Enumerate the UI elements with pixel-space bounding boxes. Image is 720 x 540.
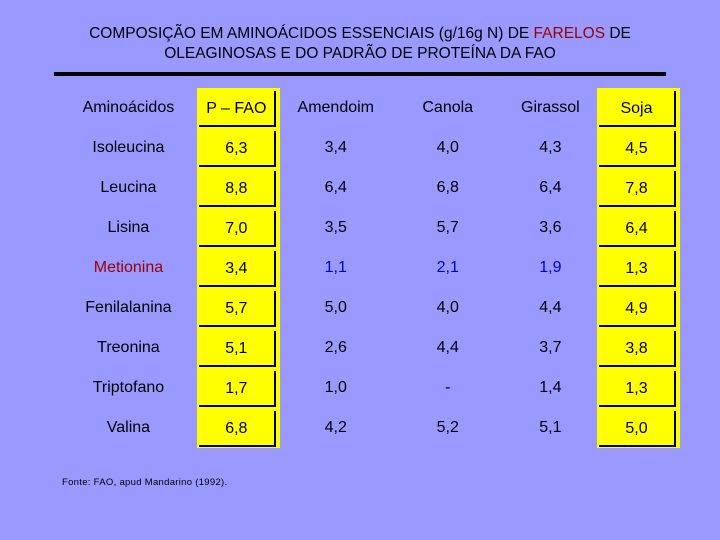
cell-value: 6,8: [198, 411, 276, 447]
row-label: Isoleucina: [92, 139, 165, 156]
title-line-1-start: COMPOSIÇÃO EM AMINOÁCIDOS ESSENCIAIS (g/…: [89, 25, 534, 42]
row-label: Fenilalanina: [85, 299, 172, 316]
cell-value: 5,0: [324, 299, 347, 316]
title-line-1: COMPOSIÇÃO EM AMINOÁCIDOS ESSENCIAIS (g/…: [0, 24, 720, 44]
cell-value: 6,8: [436, 179, 459, 196]
cell-value: 1,3: [599, 251, 676, 287]
cell-value: 6,4: [599, 211, 676, 247]
title-divider: [54, 72, 666, 76]
cell-value: 4,3: [539, 139, 562, 156]
cell-value: 3,4: [324, 139, 347, 156]
cell-value: 1,3: [599, 371, 676, 407]
row-label: Treonina: [97, 339, 160, 356]
cell-value: 3,6: [539, 219, 562, 236]
cell-value: 4,9: [599, 291, 676, 327]
cell-soja: 4,9: [597, 288, 680, 328]
cell-soja: 1,3: [597, 368, 680, 408]
cell-p-fao: 3,4: [196, 248, 280, 288]
cell-soja: 3,8: [597, 328, 680, 368]
cell-p-fao: 7,0: [196, 208, 280, 248]
cell-value: 5,7: [198, 291, 276, 327]
table-row: Lisina 7,0 3,5 5,7 3,6 6,4: [60, 208, 680, 248]
cell-value: 1,9: [539, 259, 562, 276]
header-aminoacidos: Aminoácidos: [82, 99, 175, 116]
cell-p-fao: 1,7: [196, 368, 280, 408]
cell-value: 4,0: [436, 299, 459, 316]
cell-soja: 6,4: [597, 208, 680, 248]
table-row: Isoleucina 6,3 3,4 4,0 4,3 4,5: [60, 128, 680, 168]
cell-p-fao: 6,8: [196, 408, 280, 448]
cell-value: 6,3: [198, 131, 276, 167]
title-highlight-farelos: FARELOS: [533, 25, 606, 42]
table-row: Metionina 3,4 1,1 2,1 1,9 1,3: [60, 248, 680, 288]
cell-value: 1,7: [198, 371, 276, 407]
cell-p-fao: 5,1: [196, 328, 280, 368]
row-label: Valina: [106, 419, 151, 436]
cell-p-fao: 8,8: [196, 168, 280, 208]
cell-value: 4,2: [324, 419, 347, 436]
row-label: Metionina: [93, 259, 164, 276]
table-row: Fenilalanina 5,7 5,0 4,0 4,4 4,9: [60, 288, 680, 328]
header-girassol: Girassol: [521, 99, 580, 116]
table-header-row: Aminoácidos P – FAO Amendoim Canola Gira…: [60, 88, 680, 128]
header-canola: Canola: [422, 99, 474, 116]
table-row: Triptofano 1,7 1,0 - 1,4 1,3: [60, 368, 680, 408]
cell-value: 3,8: [599, 331, 676, 367]
cell-value: 4,4: [539, 299, 562, 316]
row-label: Leucina: [100, 179, 157, 196]
table-row: Treonina 5,1 2,6 4,4 3,7 3,8: [60, 328, 680, 368]
cell-p-fao: 5,7: [196, 288, 280, 328]
title-line-2: OLEAGINOSAS E DO PADRÃO DE PROTEÍNA DA F…: [164, 45, 556, 62]
cell-value: 2,6: [324, 339, 347, 356]
cell-value: 3,5: [324, 219, 347, 236]
cell-value: 1,1: [324, 259, 347, 276]
cell-value: -: [445, 379, 451, 396]
header-soja-label: Soja: [599, 91, 676, 127]
cell-value: 4,0: [436, 139, 459, 156]
header-p-fao-label: P – FAO: [198, 91, 276, 127]
cell-value: 8,8: [198, 171, 276, 207]
cell-value: 5,2: [436, 419, 459, 436]
row-label: Lisina: [107, 219, 150, 236]
title-line-1-end: DE: [605, 25, 631, 42]
cell-value: 3,4: [198, 251, 276, 287]
cell-value: 6,4: [324, 179, 347, 196]
cell-soja: 7,8: [597, 168, 680, 208]
cell-value: 5,0: [599, 411, 676, 447]
cell-value: 4,5: [599, 131, 676, 167]
amino-acid-table: Aminoácidos P – FAO Amendoim Canola Gira…: [60, 88, 680, 448]
cell-p-fao: 6,3: [196, 128, 280, 168]
cell-value: 4,4: [436, 339, 459, 356]
source-note: Fonte: FAO, apud Mandarino (1992).: [62, 477, 228, 488]
cell-value: 5,7: [436, 219, 459, 236]
cell-value: 7,8: [599, 171, 676, 207]
header-soja: Soja: [597, 88, 680, 128]
slide-title: COMPOSIÇÃO EM AMINOÁCIDOS ESSENCIAIS (g/…: [0, 24, 720, 64]
header-amendoim: Amendoim: [297, 99, 374, 116]
cell-value: 1,0: [324, 379, 347, 396]
header-p-fao: P – FAO: [196, 88, 280, 128]
cell-value: 7,0: [198, 211, 276, 247]
cell-value: 1,4: [539, 379, 562, 396]
cell-value: 2,1: [436, 259, 459, 276]
cell-soja: 5,0: [597, 408, 680, 448]
table-row: Valina 6,8 4,2 5,2 5,1 5,0: [60, 408, 680, 448]
cell-value: 5,1: [198, 331, 276, 367]
cell-value: 6,4: [539, 179, 562, 196]
table-row: Leucina 8,8 6,4 6,8 6,4 7,8: [60, 168, 680, 208]
cell-value: 5,1: [539, 419, 562, 436]
cell-soja: 1,3: [597, 248, 680, 288]
cell-value: 3,7: [539, 339, 562, 356]
row-label: Triptofano: [92, 379, 165, 396]
cell-soja: 4,5: [597, 128, 680, 168]
